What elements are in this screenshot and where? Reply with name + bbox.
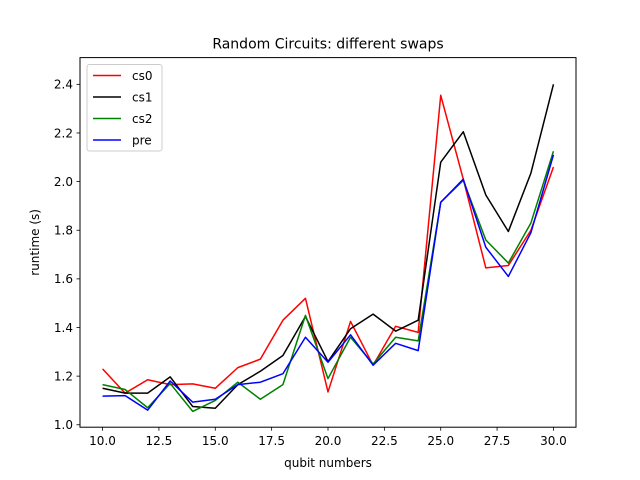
- legend-label-cs1: cs1: [132, 90, 152, 104]
- x-tick-label: 12.5: [146, 434, 173, 448]
- chart-title: Random Circuits: different swaps: [212, 37, 443, 53]
- legend-label-cs2: cs2: [132, 112, 152, 126]
- series-line-cs2: [102, 150, 555, 413]
- y-tick-label: 1.0: [54, 418, 73, 432]
- x-tick-label: 10.0: [89, 434, 116, 448]
- x-tick-label: 17.5: [258, 434, 285, 448]
- x-tick-label: 15.0: [202, 434, 229, 448]
- legend: cs0 cs1 cs2 pre: [86, 64, 163, 152]
- y-tick-label: 2.2: [54, 126, 73, 140]
- y-tick-label: 1.8: [54, 224, 73, 238]
- x-tick-label: 22.5: [371, 434, 398, 448]
- series-line-pre: [102, 154, 555, 411]
- y-tick-label: 2.0: [54, 175, 73, 189]
- y-axis-ticks: 1.0 1.2 1.4 1.6 1.8 2.0 2.2 2.4: [54, 78, 80, 432]
- series-layer: [101, 84, 555, 413]
- legend-box: [86, 64, 163, 152]
- legend-label-pre: pre: [132, 133, 152, 147]
- x-tick-label: 27.5: [484, 434, 511, 448]
- x-tick-label: 20.0: [315, 434, 342, 448]
- x-axis-ticks: 10.0 12.5 15.0 17.5 20.0 22.5 25.0 27.5 30.0: [89, 427, 567, 448]
- y-tick-label: 2.4: [54, 78, 73, 92]
- legend-label-cs0: cs0: [132, 69, 152, 83]
- y-tick-label: 1.6: [54, 272, 73, 286]
- x-tick-label: 25.0: [427, 434, 454, 448]
- series-line-cs0: [101, 94, 555, 394]
- y-axis-label: runtime (s): [28, 209, 42, 276]
- y-tick-label: 1.2: [54, 369, 73, 383]
- x-axis-label: qubit numbers: [284, 456, 372, 470]
- x-tick-label: 30.0: [540, 434, 567, 448]
- y-tick-label: 1.4: [54, 321, 73, 335]
